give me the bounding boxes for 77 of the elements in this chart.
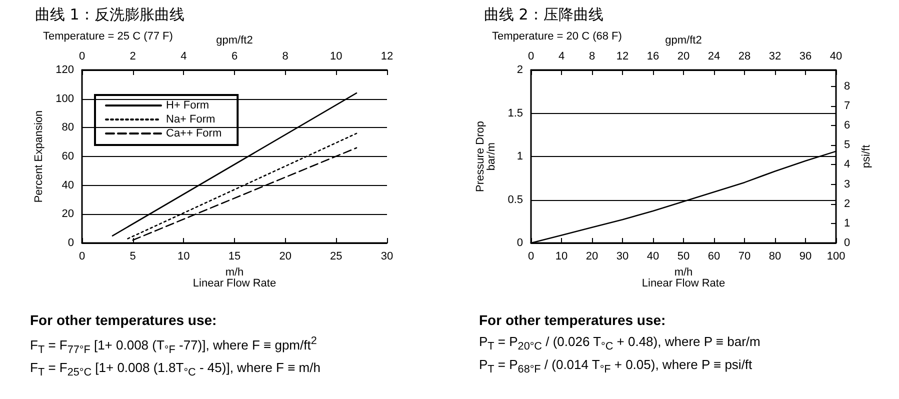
x2-tick-label: 40 <box>830 50 842 62</box>
x-tick-label: 60 <box>708 250 720 262</box>
x2-axis-title: gpm/ft2 <box>665 34 702 46</box>
x-tick-label: 0 <box>78 250 86 262</box>
text: F$_{T}$ = F$_{77°F}$ [1+ 0.008 (T$_{°F}$ -77)], where F ≡ gpm/ft$^{2}$ <box>30 334 318 358</box>
y-tick-label: 2 <box>516 64 523 76</box>
y-axis-title: Percent Expansion <box>33 110 46 203</box>
y-tick-label: 1 <box>516 150 523 162</box>
x-tick-label: 10 <box>555 250 568 262</box>
x-tick-label: 100 <box>826 250 846 262</box>
x-tick-label: 90 <box>799 250 812 262</box>
text: P$_{T}$ = P$_{68°F}$ / (0.014 T$_{°F}$ + 0.05), where P ≡ psi/ft <box>479 356 754 378</box>
y-tick-label: 120 <box>56 64 74 76</box>
y2-tick-label: 6 <box>844 120 850 132</box>
x2-tick-label: 12 <box>616 50 629 62</box>
y-tick-label: 0 <box>516 237 523 249</box>
chart-title: 曲线 1：反洗膨胀曲线 <box>35 6 184 24</box>
x-axis-title: m/h Linear Flow Rate <box>642 266 726 290</box>
y-tick-label: 20 <box>62 208 74 220</box>
y2-tick-label: 3 <box>844 178 850 190</box>
legend-label: H+ Form <box>166 100 210 112</box>
y-tick-label: 0.5 <box>508 194 523 206</box>
x2-tick-label: 6 <box>231 50 238 62</box>
x2-tick-label: 4 <box>180 50 187 62</box>
y2-tick-label: 0 <box>844 237 850 249</box>
y-axis-title: Pressure Drop bar/m <box>474 121 498 192</box>
x2-tick-label: 32 <box>768 50 782 62</box>
x2-axis-title: gpm/ft2 <box>216 34 253 46</box>
y2-tick-label: 8 <box>844 80 850 92</box>
x-tick-label: 5 <box>130 250 136 262</box>
y2-tick-label: 1 <box>844 217 850 230</box>
x-tick-label: 25 <box>330 250 342 262</box>
x-tick-label: 70 <box>738 250 751 262</box>
y2-tick-label: 4 <box>844 158 850 171</box>
x-tick-label: 20 <box>279 250 292 262</box>
x-axis-title: m/h Linear Flow Rate <box>192 266 276 290</box>
y-tick-label: 1.5 <box>508 107 523 120</box>
y2-axis-title: psi/ft <box>860 144 873 168</box>
x-tick-label: 30 <box>380 250 394 262</box>
x2-tick-label: 8 <box>588 50 596 62</box>
y2-tick-label: 7 <box>844 100 850 112</box>
y-tick-label: 60 <box>62 150 74 162</box>
x2-tick-label: 0 <box>78 50 86 62</box>
x2-tick-label: 28 <box>738 50 751 62</box>
x-tick-label: 30 <box>616 250 629 262</box>
legend-label: Ca++ Form <box>166 128 222 140</box>
legend-label: Na+ Form <box>166 114 216 126</box>
y-tick-label: 40 <box>62 179 74 192</box>
x2-tick-label: 20 <box>677 50 690 62</box>
x-tick-label: 80 <box>768 250 782 262</box>
x-tick-label: 15 <box>228 250 241 262</box>
x2-tick-label: 36 <box>799 50 812 62</box>
x2-tick-label: 16 <box>646 50 660 62</box>
y-tick-label: 80 <box>62 122 74 134</box>
x2-tick-label: 4 <box>558 50 565 62</box>
chart-subtitle: Temperature = 25 C (77 F) <box>43 30 173 42</box>
text: For other temperatures use: <box>30 312 218 329</box>
chart-title: 曲线 2：压降曲线 <box>484 6 604 24</box>
chart-subtitle: Temperature = 20 C (68 F) <box>492 30 622 42</box>
y-tick-label: 0 <box>68 237 74 249</box>
x2-tick-label: 8 <box>282 50 288 62</box>
x2-tick-label: 10 <box>330 50 342 62</box>
x-tick-label: 0 <box>528 250 534 262</box>
x2-tick-label: 0 <box>528 50 534 62</box>
y-tick-label: 100 <box>56 92 74 105</box>
y2-tick-label: 2 <box>844 198 850 210</box>
text: P$_{T}$ = P$_{20°C}$ / (0.026 T$_{°C}$ + 0.48), where P ≡ bar/m <box>479 333 760 355</box>
x2-tick-label: 12 <box>380 50 394 62</box>
x-tick-label: 10 <box>178 250 190 262</box>
y2-tick-label: 5 <box>844 139 850 152</box>
text: F$_{T}$ = F$_{25°C}$ [1+ 0.008 (1.8T$_{°C}$ - 45)], where F ≡ m/h <box>30 358 320 381</box>
x2-tick-label: 24 <box>708 50 720 62</box>
text: For other temperatures use: <box>479 312 667 329</box>
x2-tick-label: 2 <box>130 50 136 62</box>
x-tick-label: 50 <box>677 250 690 262</box>
x-tick-label: 20 <box>586 250 598 262</box>
x-tick-label: 40 <box>646 250 660 262</box>
